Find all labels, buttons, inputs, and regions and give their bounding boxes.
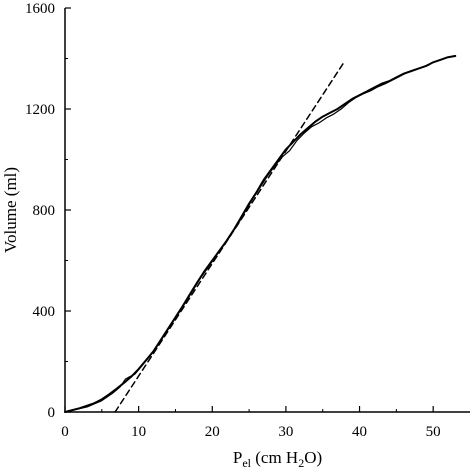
axis-labels: 0 10 20 30 40 50 0 400 800 1200 1600 Pel (cm H2O) Vo…: [1, 1, 441, 469]
x-tick-label: 20: [205, 424, 220, 440]
x-axis-title-h2o-subscript: 2: [298, 456, 304, 469]
x-axis-title-units-end: O): [304, 448, 322, 467]
y-tick-label: 1200: [25, 102, 55, 118]
axes: [64, 7, 470, 413]
y-axis-title: Volume (ml): [1, 167, 20, 253]
pressure-volume-curve: [64, 54, 457, 413]
x-tick-label: 0: [61, 424, 69, 440]
x-tick-label: 40: [352, 424, 367, 440]
x-tick-label: 30: [278, 424, 293, 440]
x-axis-title-units: (cm H: [251, 448, 298, 467]
y-tick-label: 400: [33, 304, 56, 320]
linear-fit-dashed-line: [114, 60, 346, 413]
y-tick-label: 0: [48, 405, 56, 421]
x-tick-label: 50: [426, 424, 441, 440]
pressure-volume-curve-thin: [64, 54, 456, 413]
series-group: [64, 54, 457, 413]
x-axis-title-main: P: [233, 448, 242, 467]
x-axis-title: Pel (cm H2O): [233, 448, 322, 469]
y-tick-label: 1600: [25, 1, 55, 17]
x-tick-label: 10: [131, 424, 146, 440]
x-axis-title-subscript: el: [242, 456, 251, 469]
y-tick-label: 800: [33, 203, 56, 219]
